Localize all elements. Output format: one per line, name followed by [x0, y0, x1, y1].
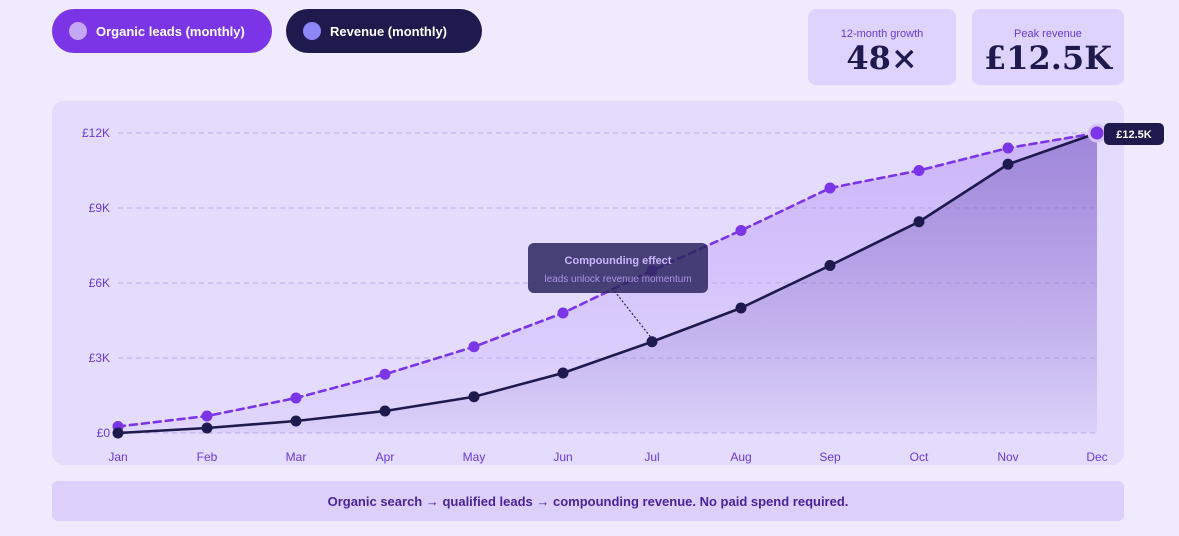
stat-peak-label: Peak revenue	[1014, 28, 1082, 40]
series-line-revenue	[117, 131, 1098, 435]
x-tick-label: Oct	[910, 450, 929, 464]
x-tick-label: Jan	[108, 450, 127, 464]
stat-card-peak-revenue: Peak revenue £12.5K	[972, 9, 1124, 85]
data-point-revenue	[468, 391, 480, 403]
line-chart: £0 £3K £6K £9K £12K Jan Feb Mar Apr May Jun Jul Aug S…	[82, 123, 1164, 464]
data-point-revenue	[112, 427, 124, 439]
revenue-area	[118, 133, 1097, 433]
legend-pill-revenue[interactable]: Revenue (monthly)	[286, 9, 482, 53]
x-tick-label: May	[463, 450, 486, 464]
legend-label-organic-leads: Organic leads (monthly)	[96, 23, 245, 39]
x-tick-label: Jun	[553, 450, 572, 464]
x-tick-label: Aug	[730, 450, 751, 464]
data-point-revenue	[735, 302, 747, 314]
data-point-revenue	[646, 336, 658, 348]
x-tick-label: Apr	[376, 450, 395, 464]
x-tick-label: Dec	[1086, 450, 1107, 464]
legend-label-revenue: Revenue (monthly)	[330, 23, 448, 39]
end-label-badge	[1104, 123, 1164, 145]
x-tick-label: Nov	[997, 450, 1018, 464]
stat-card-growth: 12-month growth 48×	[808, 9, 956, 85]
data-point-organic-leads	[735, 225, 747, 236]
data-point-revenue	[557, 367, 569, 379]
x-tick-label: Jul	[644, 450, 659, 464]
annotation-title: Compounding effect	[565, 255, 672, 267]
y-tick-label: £12K	[82, 126, 110, 140]
data-point-revenue	[1002, 158, 1014, 170]
data-point-revenue	[824, 260, 836, 271]
footer-note: Organic search → qualified leads → compo…	[52, 481, 1124, 521]
y-tick-label: £3K	[89, 351, 110, 365]
stat-growth-label: 12-month growth	[840, 28, 924, 40]
data-point-organic-leads	[1002, 142, 1014, 154]
data-point-organic-leads	[1087, 123, 1107, 143]
x-tick-label: Feb	[197, 450, 218, 464]
data-point-organic-leads	[201, 410, 213, 422]
annotation-box	[528, 243, 708, 293]
stat-growth-value: 48×	[846, 39, 918, 77]
legend-dot-icon	[303, 22, 321, 40]
y-tick-label: £9K	[89, 201, 110, 215]
data-point-organic-leads	[290, 392, 302, 404]
legend-pill-organic-leads[interactable]: Organic leads (monthly)	[52, 9, 272, 53]
data-point-revenue	[379, 405, 391, 417]
data-point-revenue	[290, 415, 302, 427]
data-point-organic-leads	[468, 341, 480, 353]
y-tick-label: £0	[97, 426, 111, 440]
data-point-organic-leads	[913, 165, 925, 176]
data-point-revenue	[913, 216, 925, 228]
x-tick-label: Mar	[286, 450, 307, 464]
data-point-revenue	[201, 422, 213, 434]
x-tick-label: Sep	[819, 450, 841, 464]
y-tick-label: £6K	[89, 276, 110, 290]
stat-peak-value: £12.5K	[983, 39, 1112, 77]
legend-dot-icon	[69, 22, 87, 40]
data-point-organic-leads	[557, 307, 569, 319]
annotation-text: leads unlock revenue momentum	[544, 274, 691, 285]
end-label-text: £12.5K	[1116, 129, 1152, 141]
annotation-connector	[611, 287, 653, 340]
data-point-organic-leads	[824, 182, 836, 194]
data-point-organic-leads	[379, 368, 391, 380]
